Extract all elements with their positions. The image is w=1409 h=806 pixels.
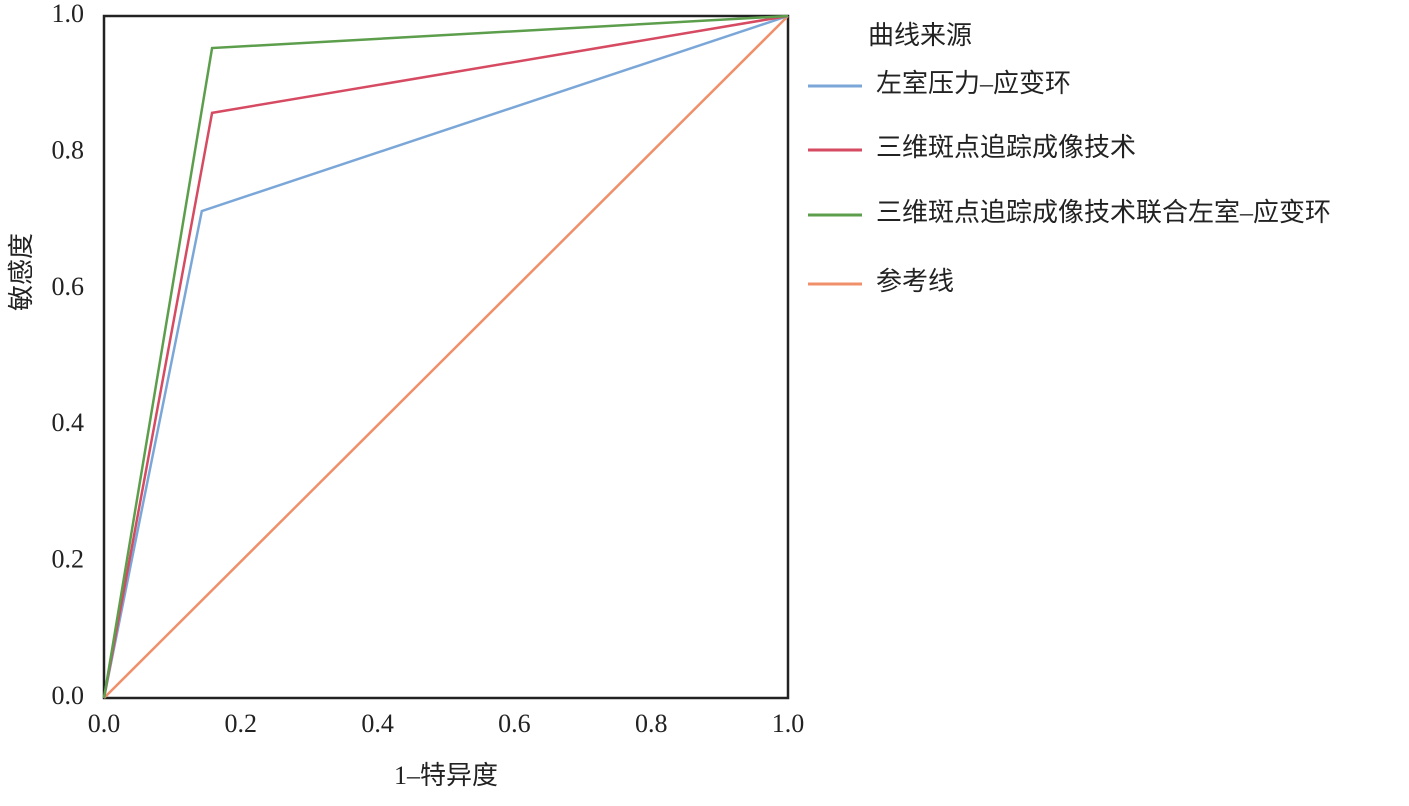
y-tick-label: 0.8	[52, 135, 85, 164]
series-line	[102, 14, 789, 699]
y-tick-label: 0.0	[52, 681, 85, 710]
x-tick-label: 0.2	[225, 709, 258, 738]
plot-frame	[102, 14, 790, 700]
series-line	[102, 14, 789, 699]
x-tick-label: 0.8	[635, 709, 668, 738]
y-axis-label: 敏感度	[7, 233, 36, 311]
y-tick-label: 0.6	[52, 272, 85, 301]
legend-label: 左室压力–应变环	[876, 69, 1071, 98]
series-line	[102, 14, 789, 699]
x-tick-label: 0.0	[88, 709, 121, 738]
legend-label: 三维斑点追踪成像技术联合左室–应变环	[876, 198, 1331, 227]
y-tick-label: 0.2	[52, 545, 85, 574]
series-line	[103, 15, 789, 699]
legend-label: 参考线	[876, 267, 954, 296]
y-tick-label: 1.0	[52, 0, 85, 28]
x-axis-label: 1–特异度	[394, 761, 498, 790]
x-tick-label: 0.6	[498, 709, 531, 738]
legend-label: 三维斑点追踪成像技术	[876, 133, 1136, 162]
legend-title: 曲线来源	[868, 21, 972, 50]
x-tick-label: 0.4	[361, 709, 394, 738]
x-tick-label: 1.0	[772, 709, 805, 738]
y-tick-label: 0.4	[52, 408, 85, 437]
